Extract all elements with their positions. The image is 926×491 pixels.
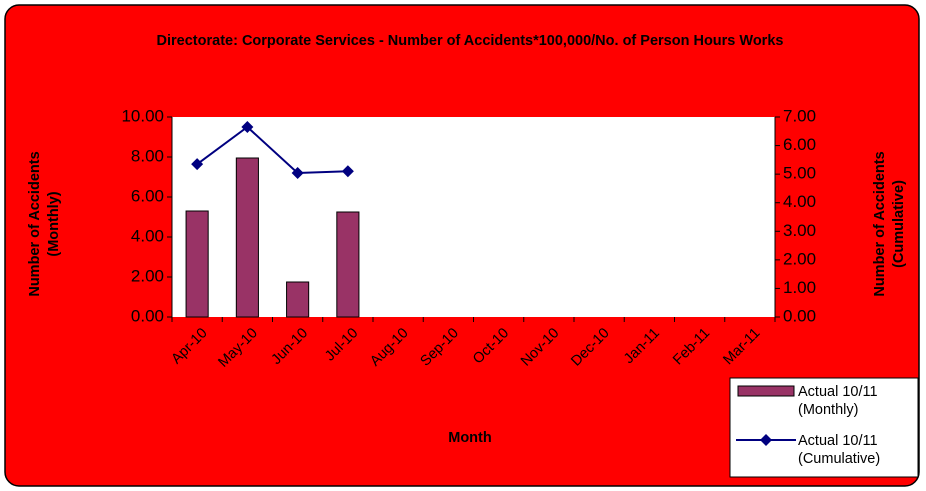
bar	[286, 281, 310, 318]
legend-swatch	[737, 385, 795, 397]
y2-tick-label: 0.00	[783, 306, 816, 325]
y-tick-label: 4.00	[131, 226, 164, 245]
y-tick-label: 6.00	[131, 186, 164, 205]
y2-tick-label: 5.00	[783, 164, 816, 183]
y2-tick-label: 2.00	[783, 249, 816, 268]
y-tick-label: 0.00	[131, 306, 164, 325]
chart-title: Directorate: Corporate Services - Number…	[156, 33, 784, 49]
y2-tick-label: 4.00	[783, 192, 816, 211]
bar	[235, 157, 259, 318]
y2-tick-label: 3.00	[783, 221, 816, 240]
y-tick-label: 2.00	[131, 266, 164, 285]
line-marker	[341, 165, 354, 178]
y2-axis-title: Number of Accidents (Cumulative)	[872, 151, 907, 297]
legend-label: Actual 10/11 (Monthly)	[798, 384, 878, 418]
bar	[336, 211, 360, 318]
legend-label: Actual 10/11 (Cumulative)	[798, 433, 881, 467]
plot-area	[172, 117, 775, 317]
y-axis-title: Number of Accidents (Monthly)	[27, 151, 62, 297]
y2-tick-label: 7.00	[783, 106, 816, 125]
line-marker	[291, 167, 304, 179]
y-tick-label: 10.00	[121, 106, 164, 125]
line	[196, 125, 348, 175]
x-axis-title: Month	[448, 430, 492, 446]
line-marker	[191, 158, 204, 171]
legend-swatch	[760, 434, 772, 446]
y2-tick-label: 1.00	[783, 278, 816, 297]
y-tick-label: 8.00	[131, 146, 164, 165]
line-marker	[241, 121, 254, 133]
bar	[185, 210, 209, 318]
y2-tick-label: 6.00	[783, 135, 816, 154]
